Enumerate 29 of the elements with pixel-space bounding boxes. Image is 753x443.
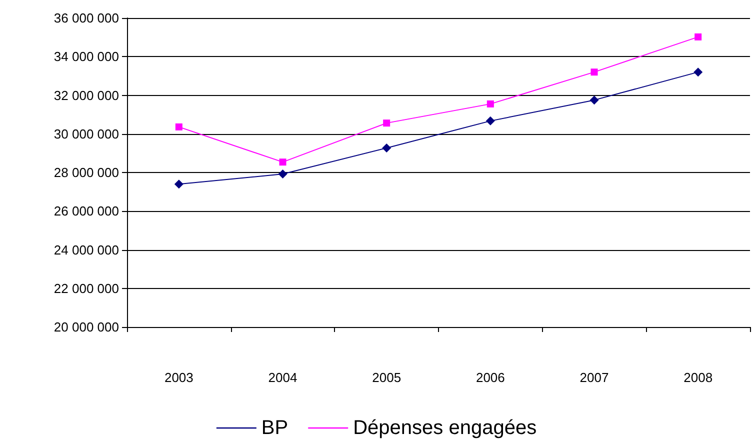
y-tick-label: 26 000 000 <box>54 204 119 219</box>
point <box>383 120 390 127</box>
point <box>279 158 286 166</box>
y-tick-label: 24 000 000 <box>54 242 119 258</box>
x-tick-label: 2007 <box>580 370 609 385</box>
y-tick-label: 28 000 000 <box>54 165 119 180</box>
x-tick-label: 2006 <box>476 370 505 385</box>
y-tick-label: 22 000 000 <box>54 280 119 296</box>
y-tick-label: 34 000 000 <box>54 49 119 64</box>
y-tick-label: 20 000 000 <box>54 320 119 334</box>
x-tick-label: 2003 <box>164 370 194 385</box>
y-tick-label: 36 000 000 <box>54 10 119 26</box>
x-tick-label: 2005 <box>372 370 402 385</box>
y-tick-label: 32 000 000 <box>54 88 119 103</box>
point <box>694 33 702 40</box>
point <box>486 116 495 126</box>
point <box>694 68 703 77</box>
legend-label: BP <box>261 417 288 439</box>
point <box>382 143 392 152</box>
point <box>486 100 494 108</box>
x-tick-label: 2008 <box>684 370 713 385</box>
point <box>278 170 288 179</box>
legend-label: Dépenses engagées <box>353 417 537 439</box>
point <box>590 68 598 76</box>
point <box>174 180 184 189</box>
point <box>175 123 182 130</box>
y-tick-label: 30 000 000 <box>54 126 119 142</box>
x-tick-label: 2004 <box>268 370 298 385</box>
point <box>590 96 599 105</box>
